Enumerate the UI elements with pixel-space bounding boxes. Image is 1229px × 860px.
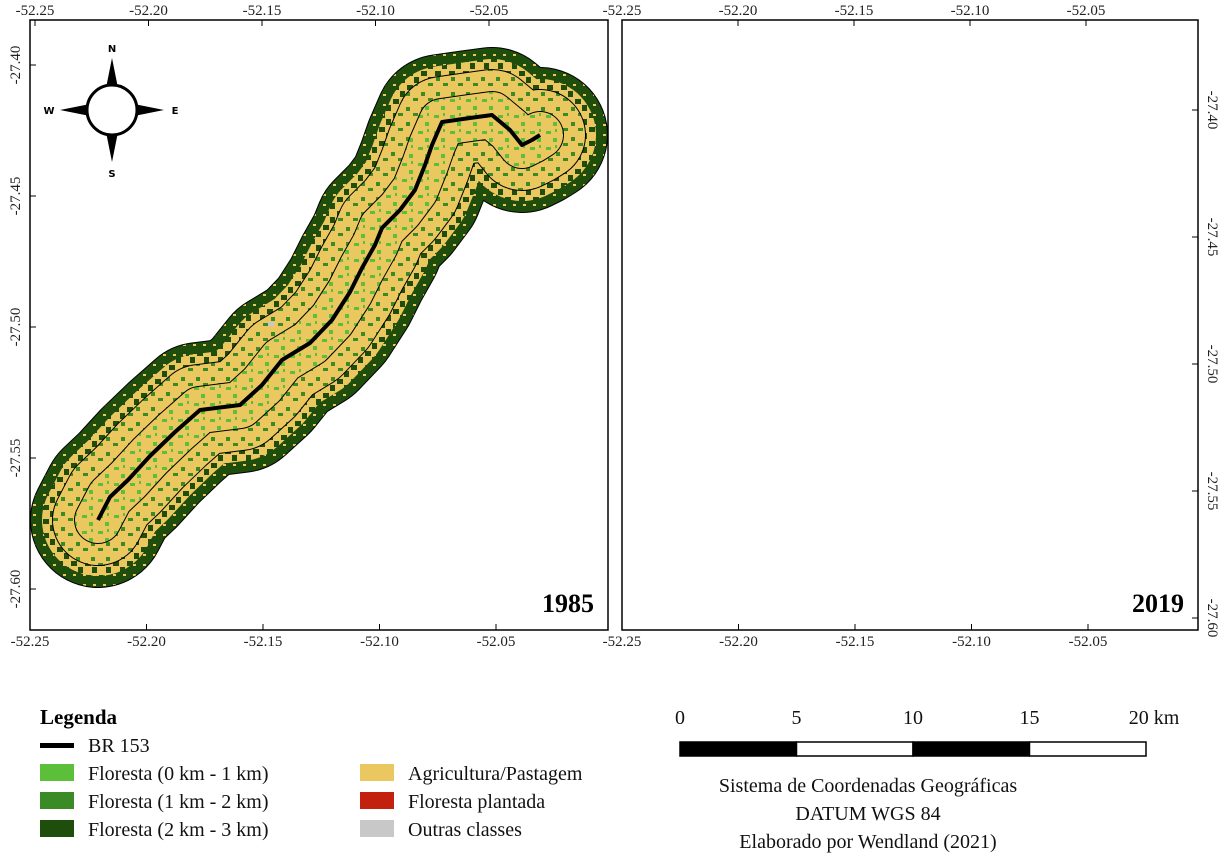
legend: BR 153 Floresta (0 km - 1 km) Floresta (1 … [40,735,583,841]
scale-segment [1030,742,1147,756]
year-label: 1985 [542,589,594,618]
compass-label: S [108,169,115,180]
lat-tick-label: -27.50 [1204,345,1220,384]
legend-label: BR 153 [88,735,150,757]
other-class-patch [268,322,274,326]
map-panels: 1985 -52.25 -52.20 -52.15 -52.10 -52.05 -52.25… [8,3,1220,650]
credits: Sistema de Coordenadas Geográficas DATUM … [719,775,1017,853]
legend-swatch [360,764,394,781]
legend-swatch [40,820,74,837]
scale-segment [797,742,914,756]
lon-tick-label: -52.10 [356,3,395,19]
legend-title: Legenda [40,705,118,729]
legend-swatch [360,820,394,837]
lon-tick-label: -52.20 [129,3,168,19]
legend-label: Floresta (0 km - 1 km) [88,763,269,785]
lon-tick-label: -52.25 [603,634,642,650]
lon-tick-label: -52.05 [1069,634,1108,650]
legend-label: Floresta (2 km - 3 km) [88,819,269,841]
lat-tick-label: -27.45 [1204,218,1220,257]
scale-segment [680,742,797,756]
lat-tick-label: -27.40 [1204,91,1220,130]
compass-ring [87,85,137,135]
legend-line [40,743,74,748]
scale-label: 5 [792,707,802,729]
map-figure: 1985 -52.25 -52.20 -52.15 -52.10 -52.05 -52.25… [0,0,1229,860]
lon-tick-label: -52.05 [1067,3,1106,19]
lat-tick-label: -27.45 [8,177,24,216]
legend-label: Floresta (1 km - 2 km) [88,791,269,813]
lon-tick-label: -52.10 [951,3,990,19]
scale-label: 10 [903,707,923,729]
legend-swatch [40,792,74,809]
lon-tick-label: -52.15 [243,3,282,19]
credit-line: DATUM WGS 84 [795,803,940,825]
page: {"maps": [ {"year": "1985", "top_ticks":… [0,0,1229,860]
lat-tick-label: -27.55 [8,439,24,478]
compass-label: E [172,106,179,117]
lon-tick-label: -52.10 [360,634,399,650]
legend-swatch [360,792,394,809]
scale-label: 20 km [1129,707,1180,729]
lon-tick-label: -52.25 [11,634,50,650]
lon-tick-label: -52.15 [244,634,283,650]
map-frame [622,20,1198,630]
lat-tick-label: -27.60 [8,570,24,609]
lon-tick-label: -52.20 [719,3,758,19]
scale-label: 0 [675,707,685,729]
lat-tick-label: -27.40 [8,46,24,85]
legend-label: Outras classes [408,819,522,841]
credit-line: Elaborado por Wendland (2021) [739,831,996,853]
scale-segment [913,742,1030,756]
compass-label: W [43,106,54,117]
credit-line: Sistema de Coordenadas Geográficas [719,775,1017,797]
scale-bar: 0 5 10 15 20 km [675,707,1180,756]
year-label: 2019 [1132,589,1184,618]
legend-label: Agricultura/Pastagem [408,763,583,785]
compass-label: N [108,44,116,55]
legend-swatch [40,764,74,781]
lat-tick-label: -27.55 [1204,472,1220,511]
scale-label: 15 [1020,707,1040,729]
lat-tick-label: -27.60 [1204,599,1220,638]
lon-tick-label: -52.15 [836,634,875,650]
lon-tick-label: -52.25 [16,3,55,19]
lon-tick-label: -52.20 [719,634,758,650]
lat-tick-label: -27.50 [8,308,24,347]
lon-tick-label: -52.10 [952,634,991,650]
lon-tick-label: -52.05 [477,634,516,650]
lon-tick-label: -52.05 [470,3,509,19]
lon-tick-label: -52.25 [603,3,642,19]
lon-tick-label: -52.15 [835,3,874,19]
lon-tick-label: -52.20 [127,634,166,650]
legend-label: Floresta plantada [408,791,545,813]
